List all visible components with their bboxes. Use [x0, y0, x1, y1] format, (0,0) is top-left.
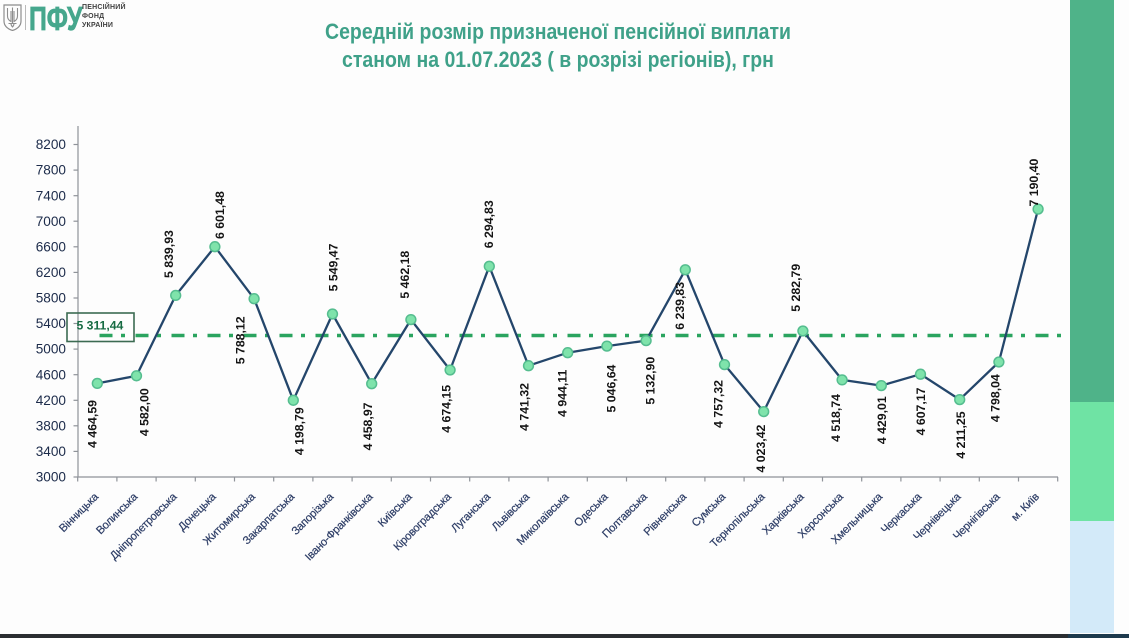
svg-text:7 190,40: 7 190,40 [1027, 158, 1041, 206]
svg-text:4 464,59: 4 464,59 [85, 400, 99, 448]
svg-text:5 311,44: 5 311,44 [77, 319, 124, 333]
svg-text:6 294,83: 6 294,83 [482, 200, 496, 248]
svg-text:4 607,17: 4 607,17 [914, 387, 928, 435]
svg-text:4 582,00: 4 582,00 [137, 388, 151, 436]
svg-text:Рівненська: Рівненська [642, 490, 690, 538]
svg-text:4600: 4600 [36, 367, 67, 382]
svg-text:Київська: Київська [376, 490, 415, 529]
svg-text:3000: 3000 [36, 470, 67, 485]
svg-text:4 741,32: 4 741,32 [518, 383, 532, 431]
svg-text:Луганська: Луганська [449, 490, 493, 534]
svg-text:5800: 5800 [36, 291, 67, 306]
svg-text:Одеська: Одеська [572, 490, 611, 529]
svg-text:6600: 6600 [36, 239, 67, 254]
svg-text:6 239,83: 6 239,83 [673, 282, 687, 330]
svg-text:5 549,47: 5 549,47 [326, 243, 340, 291]
svg-text:6 601,48: 6 601,48 [213, 191, 227, 239]
svg-text:4200: 4200 [36, 393, 67, 408]
svg-text:4 458,97: 4 458,97 [361, 402, 375, 450]
svg-text:4 518,74: 4 518,74 [829, 394, 843, 442]
svg-text:3400: 3400 [36, 444, 67, 459]
svg-text:Івано-Франківська: Івано-Франківська [303, 490, 376, 563]
svg-text:4 023,42: 4 023,42 [754, 424, 768, 472]
svg-text:4 674,15: 4 674,15 [439, 385, 453, 433]
svg-text:7400: 7400 [36, 188, 67, 203]
svg-text:5400: 5400 [36, 316, 67, 331]
svg-text:5 046,64: 5 046,64 [604, 364, 618, 412]
svg-text:Сумська: Сумська [690, 490, 729, 529]
svg-text:7000: 7000 [36, 214, 67, 229]
svg-text:5 132,90: 5 132,90 [643, 357, 657, 405]
svg-text:5 839,93: 5 839,93 [162, 230, 176, 278]
svg-text:5 282,79: 5 282,79 [789, 264, 803, 312]
svg-text:5000: 5000 [36, 342, 67, 357]
svg-text:3800: 3800 [36, 418, 67, 433]
svg-text:4 198,79: 4 198,79 [292, 407, 306, 455]
svg-text:5 462,18: 5 462,18 [398, 251, 412, 299]
svg-text:4 211,25: 4 211,25 [954, 411, 968, 458]
svg-text:4 798,04: 4 798,04 [988, 374, 1002, 422]
svg-text:7800: 7800 [36, 163, 67, 178]
svg-text:м. Київ: м. Київ [1009, 491, 1042, 524]
svg-text:4 757,32: 4 757,32 [711, 380, 725, 428]
svg-text:6200: 6200 [36, 265, 67, 280]
svg-text:8200: 8200 [36, 137, 67, 152]
svg-text:5 788,12: 5 788,12 [233, 316, 247, 364]
svg-text:4 944,11: 4 944,11 [555, 370, 569, 417]
svg-text:Дніпропетровська: Дніпропетровська [108, 490, 180, 562]
svg-text:4 429,01: 4 429,01 [875, 396, 889, 444]
